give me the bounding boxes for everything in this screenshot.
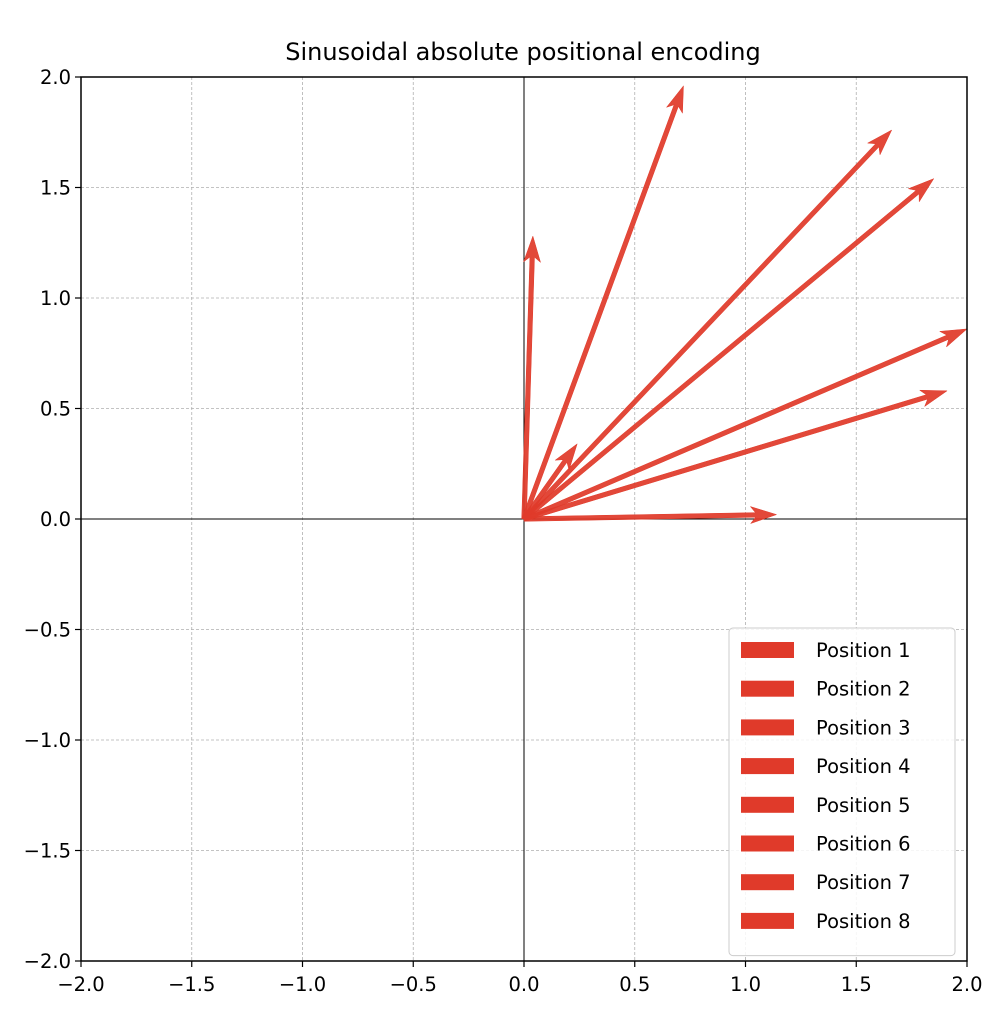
legend-label: Position 6 [816, 833, 911, 856]
arrow-position-5 [522, 178, 935, 522]
y-tick-label: −2.0 [24, 950, 71, 973]
x-tick-label: 0.5 [619, 973, 650, 996]
legend-swatch [741, 796, 794, 813]
legend-label: Position 2 [816, 678, 911, 701]
legend-label: Position 8 [816, 910, 911, 933]
legend: Position 1 Position 2 Position 3 Position 4… [728, 627, 956, 957]
x-tick-label: 0.0 [508, 973, 539, 996]
arrow-position-4 [521, 129, 893, 521]
y-tick-label: −1.0 [24, 729, 71, 752]
legend-swatch [741, 680, 794, 697]
arrow-position-2 [521, 235, 542, 520]
legend-swatch [741, 758, 794, 775]
legend-swatch [741, 912, 794, 929]
chart-title: Sinusoidal absolute positional encoding [285, 38, 761, 66]
y-tick-label: 1.5 [40, 177, 71, 200]
arrow-position-7 [523, 389, 948, 522]
arrow-position-1 [523, 506, 778, 525]
legend-label: Position 4 [816, 755, 911, 778]
ticks: −2.0 −1.5 −1.0 −0.5 0.0 0.5 1.0 1.5 2.0 −2.0 −1.5 −… [24, 66, 983, 996]
x-tick-label: −0.5 [390, 973, 437, 996]
y-tick-label: −1.5 [24, 840, 71, 863]
y-tick-label: −0.5 [24, 619, 71, 642]
legend-box [728, 627, 956, 957]
legend-swatch [741, 835, 794, 852]
legend-swatch [741, 874, 794, 891]
x-tick-label: −2.0 [57, 973, 104, 996]
arrow-position-3 [521, 85, 684, 521]
x-tick-label: 1.5 [841, 973, 872, 996]
y-tick-label: 0.5 [40, 398, 71, 421]
arrow-position-6 [522, 328, 968, 522]
legend-label: Position 1 [816, 639, 911, 662]
x-tick-label: 1.0 [730, 973, 761, 996]
arrow-position-8 [521, 443, 578, 521]
legend-label: Position 7 [816, 871, 911, 894]
y-tick-label: 2.0 [40, 66, 71, 89]
legend-label: Position 5 [816, 794, 911, 817]
legend-swatch [741, 719, 794, 736]
x-tick-label: −1.0 [279, 973, 326, 996]
x-tick-label: 2.0 [951, 973, 982, 996]
x-tick-label: −1.5 [168, 973, 215, 996]
legend-label: Position 3 [816, 716, 911, 739]
y-tick-label: 0.0 [40, 508, 71, 531]
arrows [521, 85, 968, 525]
y-tick-label: 1.0 [40, 287, 71, 310]
legend-swatch [741, 642, 794, 658]
